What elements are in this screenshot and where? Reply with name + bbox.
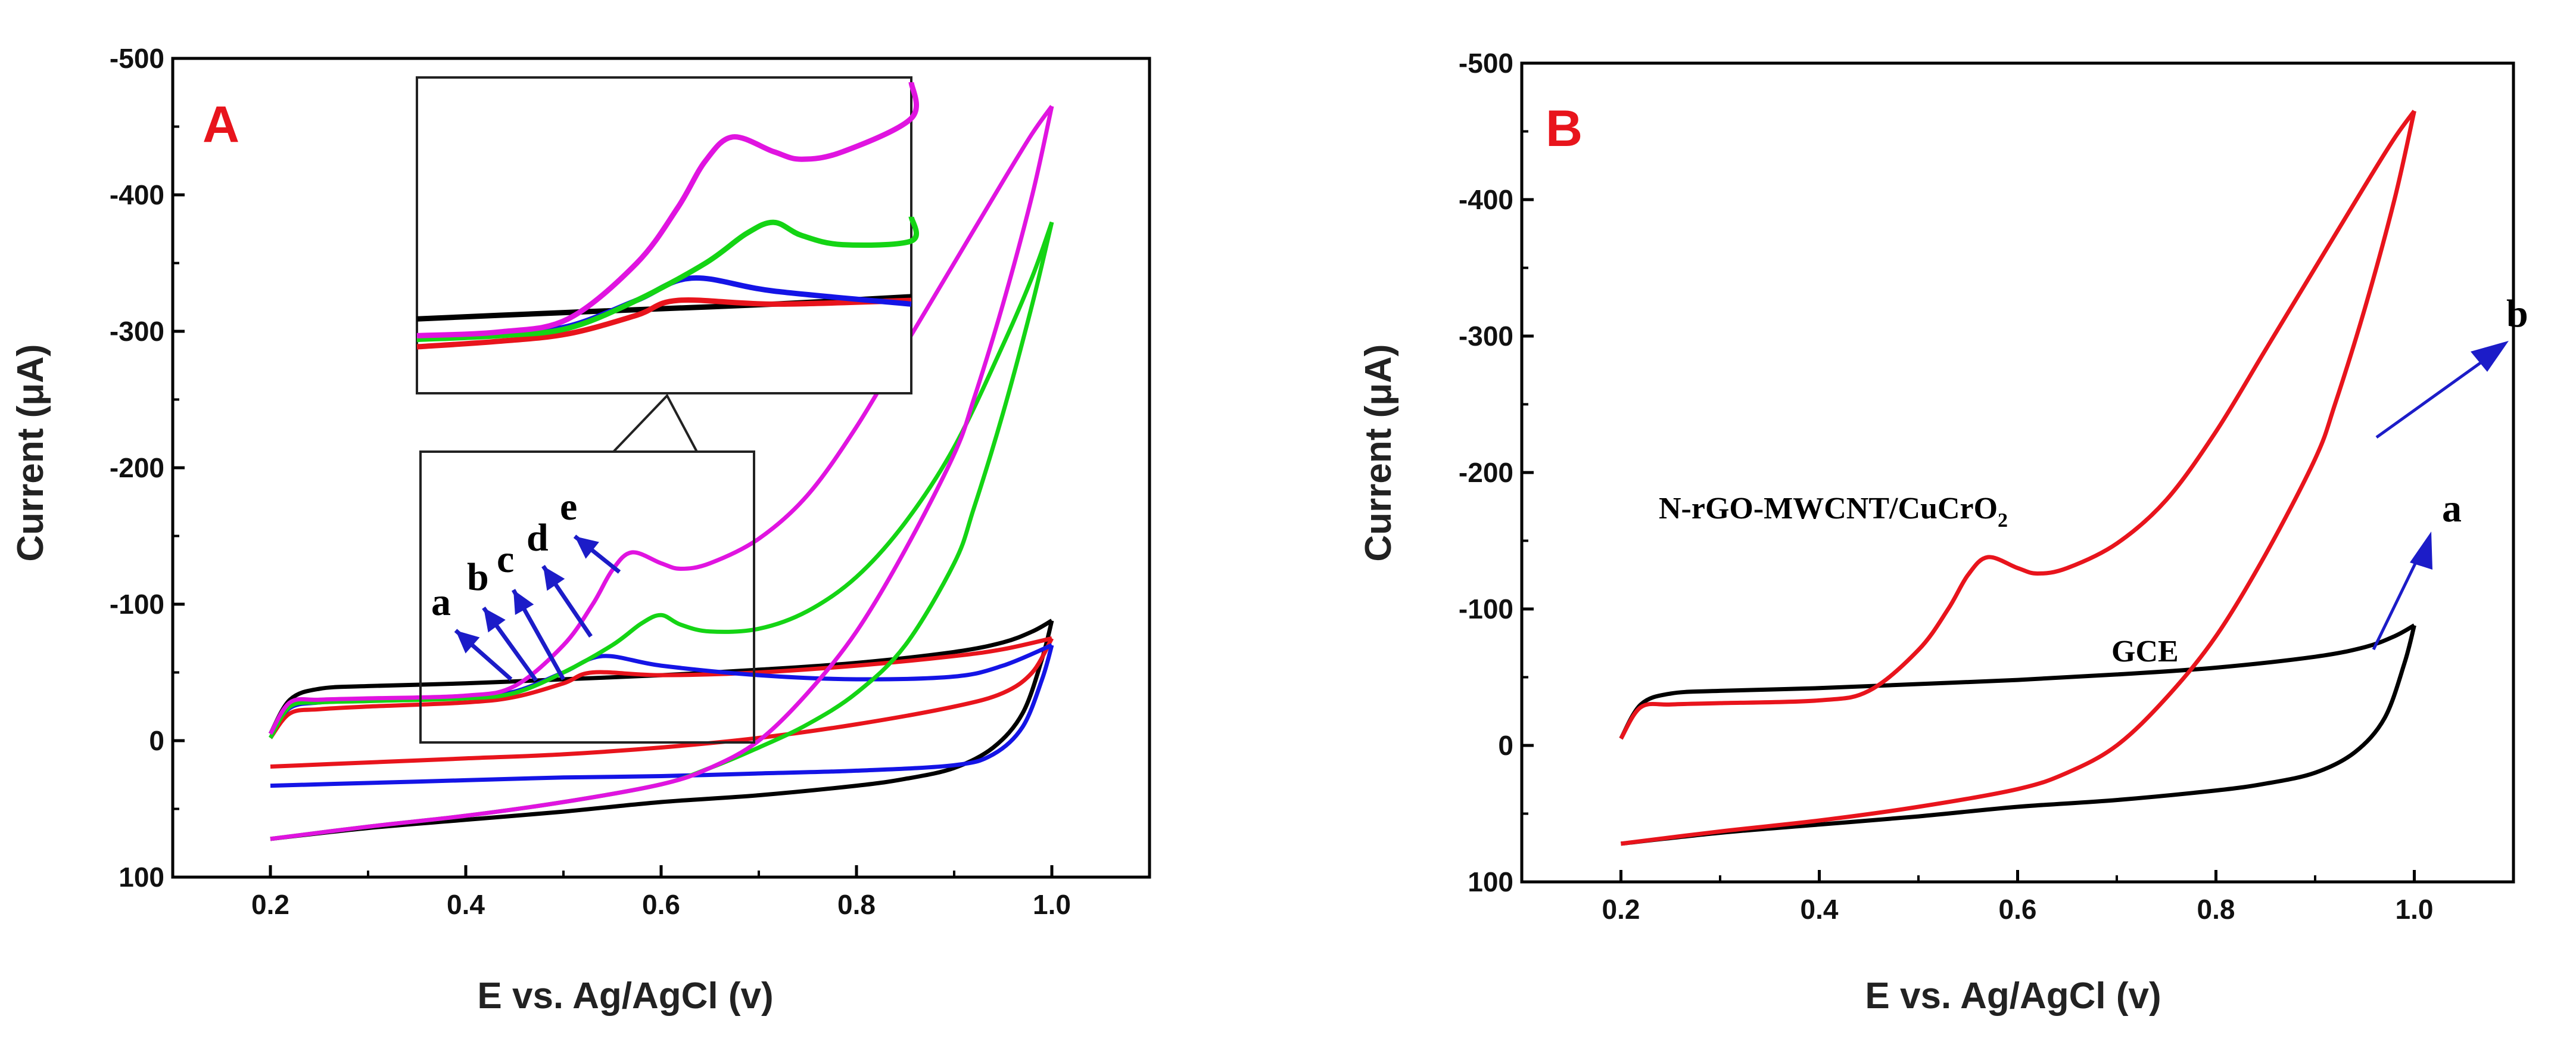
panel-a-y-tick-label: 0 xyxy=(149,725,164,756)
panel-b-y-tick-label: -400 xyxy=(1459,184,1513,215)
panel-b-series-0-forward-scan xyxy=(1619,623,2416,740)
panel-b-plot-frame xyxy=(1520,61,2515,884)
panel-a-series-2-reverse-scan xyxy=(270,644,1054,788)
zoom-region-box xyxy=(419,450,755,744)
panel-b-curves xyxy=(1619,110,2416,846)
panel-a-x-tick-label: 0.2 xyxy=(251,889,289,920)
arrow-b-head xyxy=(2471,341,2509,372)
curve-arrow-head xyxy=(575,536,599,559)
panel-a-series-1-forward-scan xyxy=(269,636,1052,739)
panel-a-y-axis-title: Current (μA) xyxy=(10,344,51,561)
panel-a-x-tick-label: 0.8 xyxy=(837,889,876,920)
panel-b-x-tick-label: 0.4 xyxy=(1801,894,1839,925)
curve-label-a: a xyxy=(2442,487,2462,530)
panel-b-x-ticks: 0.2 0.4 0.6 0.8 1.0 xyxy=(1521,870,2515,925)
arrow-b-shaft xyxy=(2375,347,2502,439)
panel-a-y-tick-label: -500 xyxy=(110,43,164,74)
panel-a: -500 -400 -300 -200 -100 0 100 0.2 0.4 0.6 0.8 1.0… xyxy=(10,43,1151,1017)
panel-a-series-4-reverse-scan xyxy=(270,105,1054,841)
panel-b-label: B xyxy=(1546,100,1583,157)
panel-b-x-axis-title: E vs. Ag/AgCl (v) xyxy=(1865,975,2161,1017)
panel-a-x-tick-label: 0.4 xyxy=(447,889,485,920)
panel-a-x-tick-label: 1.0 xyxy=(1033,889,1071,920)
inset-series-b xyxy=(416,297,912,350)
panel-a-plot-frame xyxy=(171,57,1151,879)
inset-curves xyxy=(416,82,920,350)
curve-label-e: e xyxy=(560,485,577,529)
panel-a-curve-letters: a b c d e xyxy=(431,485,577,624)
panel-b-y-tick-label: -300 xyxy=(1459,321,1513,352)
panel-a-x-axis-title: E vs. Ag/AgCl (v) xyxy=(477,975,773,1017)
panel-b-x-tick-label: 0.2 xyxy=(1602,894,1640,925)
panel-b-series-1-reverse-scan xyxy=(1621,110,2416,846)
curve-label-b: b xyxy=(467,555,489,599)
composite-label: N-rGO-MWCNT/CuCrO2 xyxy=(1659,492,2008,532)
panel-a-y-tick-label: -200 xyxy=(110,452,164,483)
zoom-callout-pointer xyxy=(612,393,698,453)
inset-frame xyxy=(416,76,912,394)
panel-a-series-4-forward-scan xyxy=(268,105,1054,735)
panel-a-y-tick-label: -100 xyxy=(110,589,164,620)
panel-b-y-tick-label: 100 xyxy=(1468,866,1513,897)
panel-b-x-tick-label: 0.6 xyxy=(1999,894,2037,925)
panel-a-curves xyxy=(268,105,1054,841)
panel-b-x-tick-label: 1.0 xyxy=(2396,894,2434,925)
panel-b: -500 -400 -300 -200 -100 0 100 0.2 0.4 0.6 0.8 1.0… xyxy=(1358,48,2528,1017)
panel-b-y-tick-label: -100 xyxy=(1459,593,1513,624)
panel-a-y-ticks: -500 -400 -300 -200 -100 0 100 xyxy=(110,43,185,893)
arrow-a-head xyxy=(2410,532,2432,570)
panel-b-x-tick-label: 0.8 xyxy=(2197,894,2235,925)
panel-a-label: A xyxy=(203,96,239,153)
inset-series-d xyxy=(416,216,919,343)
panel-b-annotation-arrows xyxy=(2372,341,2509,651)
curve-label-a: a xyxy=(431,580,451,624)
curve-label-b: b xyxy=(2506,292,2528,335)
panel-a-series-0-reverse-scan xyxy=(270,620,1054,841)
curve-arrow-head xyxy=(484,608,506,633)
panel-a-inset xyxy=(416,76,920,744)
curve-arrow-head xyxy=(543,566,565,591)
panel-a-y-tick-label: -300 xyxy=(110,316,164,347)
panel-b-y-tick-label: -500 xyxy=(1459,48,1513,79)
panel-a-y-tick-label: -400 xyxy=(110,179,164,210)
curve-arrow-head xyxy=(456,630,480,654)
panel-a-x-tick-label: 0.6 xyxy=(642,889,680,920)
panel-b-series-1-forward-scan xyxy=(1619,110,2416,740)
panel-b-y-axis-title: Current (μA) xyxy=(1358,344,1399,561)
inset-series-e xyxy=(416,82,920,338)
panel-b-series-0-reverse-scan xyxy=(1621,624,2416,846)
curve-arrow-head xyxy=(513,590,534,615)
panel-a-x-ticks: 0.2 0.4 0.6 0.8 1.0 xyxy=(172,865,1151,920)
curve-label-c: c xyxy=(497,537,514,581)
curve-label-d: d xyxy=(527,516,549,560)
panel-b-y-tick-label: 0 xyxy=(1498,730,1513,761)
panel-a-y-tick-label: 100 xyxy=(119,862,164,893)
gce-label: GCE xyxy=(2111,635,2179,669)
panel-a-curve-arrows xyxy=(454,534,621,682)
panel-b-y-tick-label: -200 xyxy=(1459,457,1513,488)
